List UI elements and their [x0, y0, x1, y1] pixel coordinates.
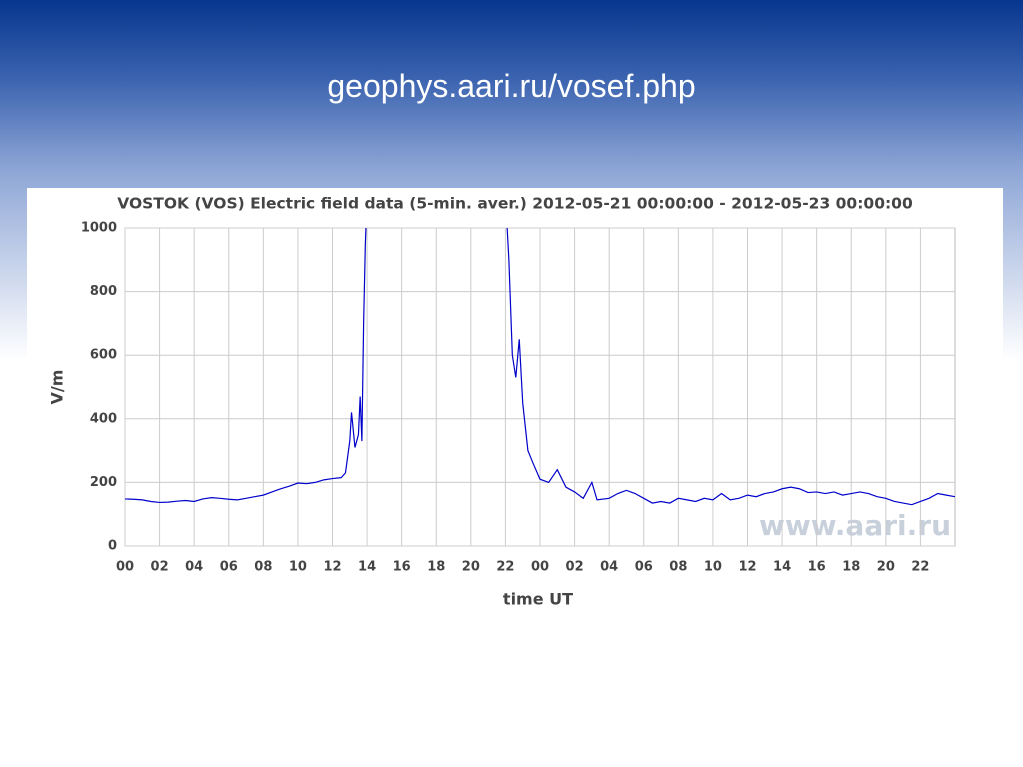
x-tick-label: 08	[254, 560, 272, 575]
watermark: www.aari.ru	[759, 509, 951, 542]
x-tick-label: 04	[600, 560, 618, 575]
x-tick-label: 04	[185, 560, 203, 575]
x-tick-label: 14	[358, 560, 376, 575]
x-tick-label: 18	[427, 560, 445, 575]
y-tick-label: 1000	[81, 221, 117, 236]
slide-title: geophys.aari.ru/vosef.php	[327, 68, 696, 104]
data-line	[125, 228, 955, 506]
x-tick-label: 22	[496, 560, 514, 575]
y-tick-label: 0	[108, 539, 117, 554]
x-tick-label: 00	[531, 560, 549, 575]
y-tick-label: 200	[90, 475, 117, 490]
x-tick-label: 02	[151, 560, 169, 575]
x-tick-label: 22	[911, 560, 929, 575]
y-axis-label: V/m	[48, 370, 67, 405]
x-tick-label: 14	[773, 560, 791, 575]
x-tick-label: 12	[323, 560, 341, 575]
x-tick-label: 20	[877, 560, 895, 575]
x-tick-label: 06	[220, 560, 238, 575]
chart-title: VOSTOK (VOS) Electric field data (5-min.…	[117, 195, 913, 213]
x-tick-label: 06	[635, 560, 653, 575]
x-tick-label: 16	[393, 560, 411, 575]
x-tick-label: 10	[289, 560, 307, 575]
x-tick-label: 10	[704, 560, 722, 575]
x-tick-label: 16	[808, 560, 826, 575]
y-tick-label: 600	[90, 348, 117, 363]
x-tick-label: 20	[462, 560, 480, 575]
x-tick-label: 00	[116, 560, 134, 575]
x-tick-label: 12	[738, 560, 756, 575]
y-tick-label: 400	[90, 411, 117, 426]
x-axis-label: time UT	[503, 590, 573, 609]
x-tick-label: 08	[669, 560, 687, 575]
x-tick-label: 18	[842, 560, 860, 575]
x-tick-label: 02	[566, 560, 584, 575]
y-tick-label: 800	[90, 284, 117, 299]
